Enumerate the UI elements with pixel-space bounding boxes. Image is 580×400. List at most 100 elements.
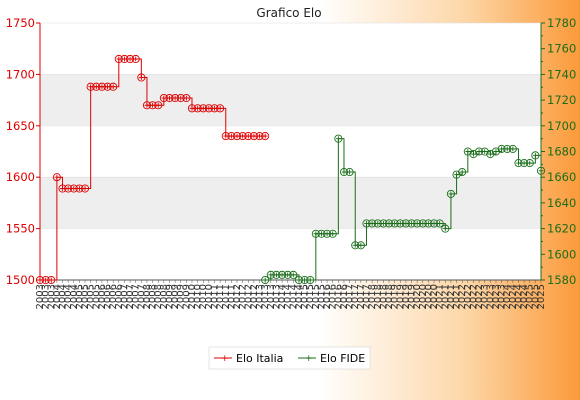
data-point <box>334 134 343 143</box>
x-tick-label: 2015 <box>311 284 322 309</box>
data-point-ring <box>334 134 343 143</box>
x-tick-label: 2015 <box>316 284 327 309</box>
data-point <box>261 132 270 141</box>
x-tick-label: 2005 <box>91 284 102 309</box>
legend-label-fide: Elo FIDE <box>320 352 365 365</box>
x-tick-label: 2009 <box>170 284 181 309</box>
data-point <box>261 275 270 285</box>
data-point-ring <box>531 151 540 160</box>
data-point-ring <box>536 166 546 175</box>
x-tick-label: 2023 <box>491 284 502 309</box>
x-tick-label: 2004 <box>69 284 80 309</box>
x-tick-label: 2013 <box>271 284 282 309</box>
data-point-cross <box>82 186 88 191</box>
data-point <box>491 147 501 156</box>
left-tick-label: 1700 <box>6 67 35 81</box>
data-point-ring <box>446 189 455 198</box>
data-point <box>531 151 540 160</box>
data-point-cross <box>330 231 336 237</box>
left-tick-label: 1550 <box>6 222 35 236</box>
data-point <box>525 159 534 168</box>
x-tick-label: 2003 <box>41 284 52 309</box>
left-tick-label: 1650 <box>6 119 35 133</box>
x-tick-label: 2016 <box>339 284 350 309</box>
x-tick-label: 2009 <box>164 284 175 309</box>
left-tick-label: 1600 <box>6 170 35 184</box>
data-point-ring <box>306 275 315 285</box>
x-tick-label: 2019 <box>407 284 418 309</box>
data-point <box>137 73 146 82</box>
x-tick-label: 2019 <box>390 284 401 309</box>
x-tick-label: 2013 <box>255 284 266 309</box>
x-tick-label: 2023 <box>480 284 491 309</box>
x-tick-label: 2014 <box>283 284 294 309</box>
x-tick-label: 2007 <box>125 284 136 309</box>
data-point-cross <box>48 277 54 283</box>
left-tick-label: 1750 <box>6 16 35 30</box>
data-point-cross <box>262 277 268 283</box>
x-tick-label: 2018 <box>384 284 395 309</box>
series-1 <box>261 134 546 285</box>
data-point-ring <box>109 82 118 91</box>
x-tick-label: 2006 <box>97 284 108 309</box>
data-point-cross <box>471 151 476 157</box>
x-tick-label: 2010 <box>204 284 215 309</box>
data-point-ring <box>80 184 90 193</box>
data-point <box>47 275 56 285</box>
data-point-ring <box>356 241 365 250</box>
x-tick-label: 2007 <box>119 284 130 309</box>
x-tick-label: 2003 <box>46 284 57 309</box>
right-tick-label: 1640 <box>547 196 576 210</box>
data-point-ring <box>182 93 191 103</box>
data-point-cross <box>465 149 471 154</box>
left-tick-label: 1500 <box>6 273 35 287</box>
x-tick-label: 2023 <box>497 284 508 309</box>
x-tick-label: 2004 <box>63 284 74 309</box>
x-tick-label: 2005 <box>86 284 97 309</box>
x-tick-label: 2005 <box>80 284 91 309</box>
x-tick-label: 2008 <box>153 284 164 309</box>
x-tick-label: 2024 <box>502 284 513 309</box>
data-point-cross <box>448 191 454 197</box>
data-point <box>306 275 315 285</box>
grid-band <box>40 74 541 126</box>
right-tick-label: 1740 <box>547 67 576 81</box>
data-point-cross <box>358 242 364 248</box>
data-point <box>480 147 489 156</box>
x-tick-label: 2011 <box>210 284 221 309</box>
x-tick-label: 2003 <box>35 284 46 309</box>
x-tick-label: 2011 <box>215 284 226 309</box>
x-tick-label: 2012 <box>243 284 254 309</box>
data-point-cross <box>532 152 538 158</box>
x-tick-label: 2018 <box>373 284 384 309</box>
legend: + Elo Italia + Elo FIDE <box>208 346 371 370</box>
x-tick-label: 2012 <box>232 284 243 309</box>
x-tick-label: 2004 <box>58 284 69 309</box>
plot-area <box>40 23 541 280</box>
x-tick-label: 2020 <box>418 284 429 309</box>
x-tick-label: 2021 <box>452 284 463 309</box>
data-point <box>328 229 337 238</box>
data-point <box>458 168 467 177</box>
data-point-cross <box>217 105 223 111</box>
data-point <box>52 173 61 182</box>
x-tick-label: 2004 <box>52 284 63 309</box>
series-layer <box>35 54 546 285</box>
data-point-cross <box>155 102 161 108</box>
x-tick-label: 2022 <box>457 284 468 309</box>
data-point <box>356 241 365 250</box>
grid-band <box>40 177 541 229</box>
x-tick-label: 2012 <box>238 284 249 309</box>
x-tick-label: 2017 <box>356 284 367 309</box>
x-tick-label: 2011 <box>221 284 232 309</box>
x-tick-label: 2021 <box>440 284 451 309</box>
series-0 <box>35 54 270 285</box>
data-point-cross <box>262 133 268 139</box>
x-tick-label: 2018 <box>367 284 378 309</box>
x-tick-label: 2014 <box>294 284 305 309</box>
data-point-ring <box>491 147 501 156</box>
data-point <box>131 54 140 64</box>
x-tick-label: 2008 <box>159 284 170 309</box>
x-tick-label: 2020 <box>423 284 434 309</box>
